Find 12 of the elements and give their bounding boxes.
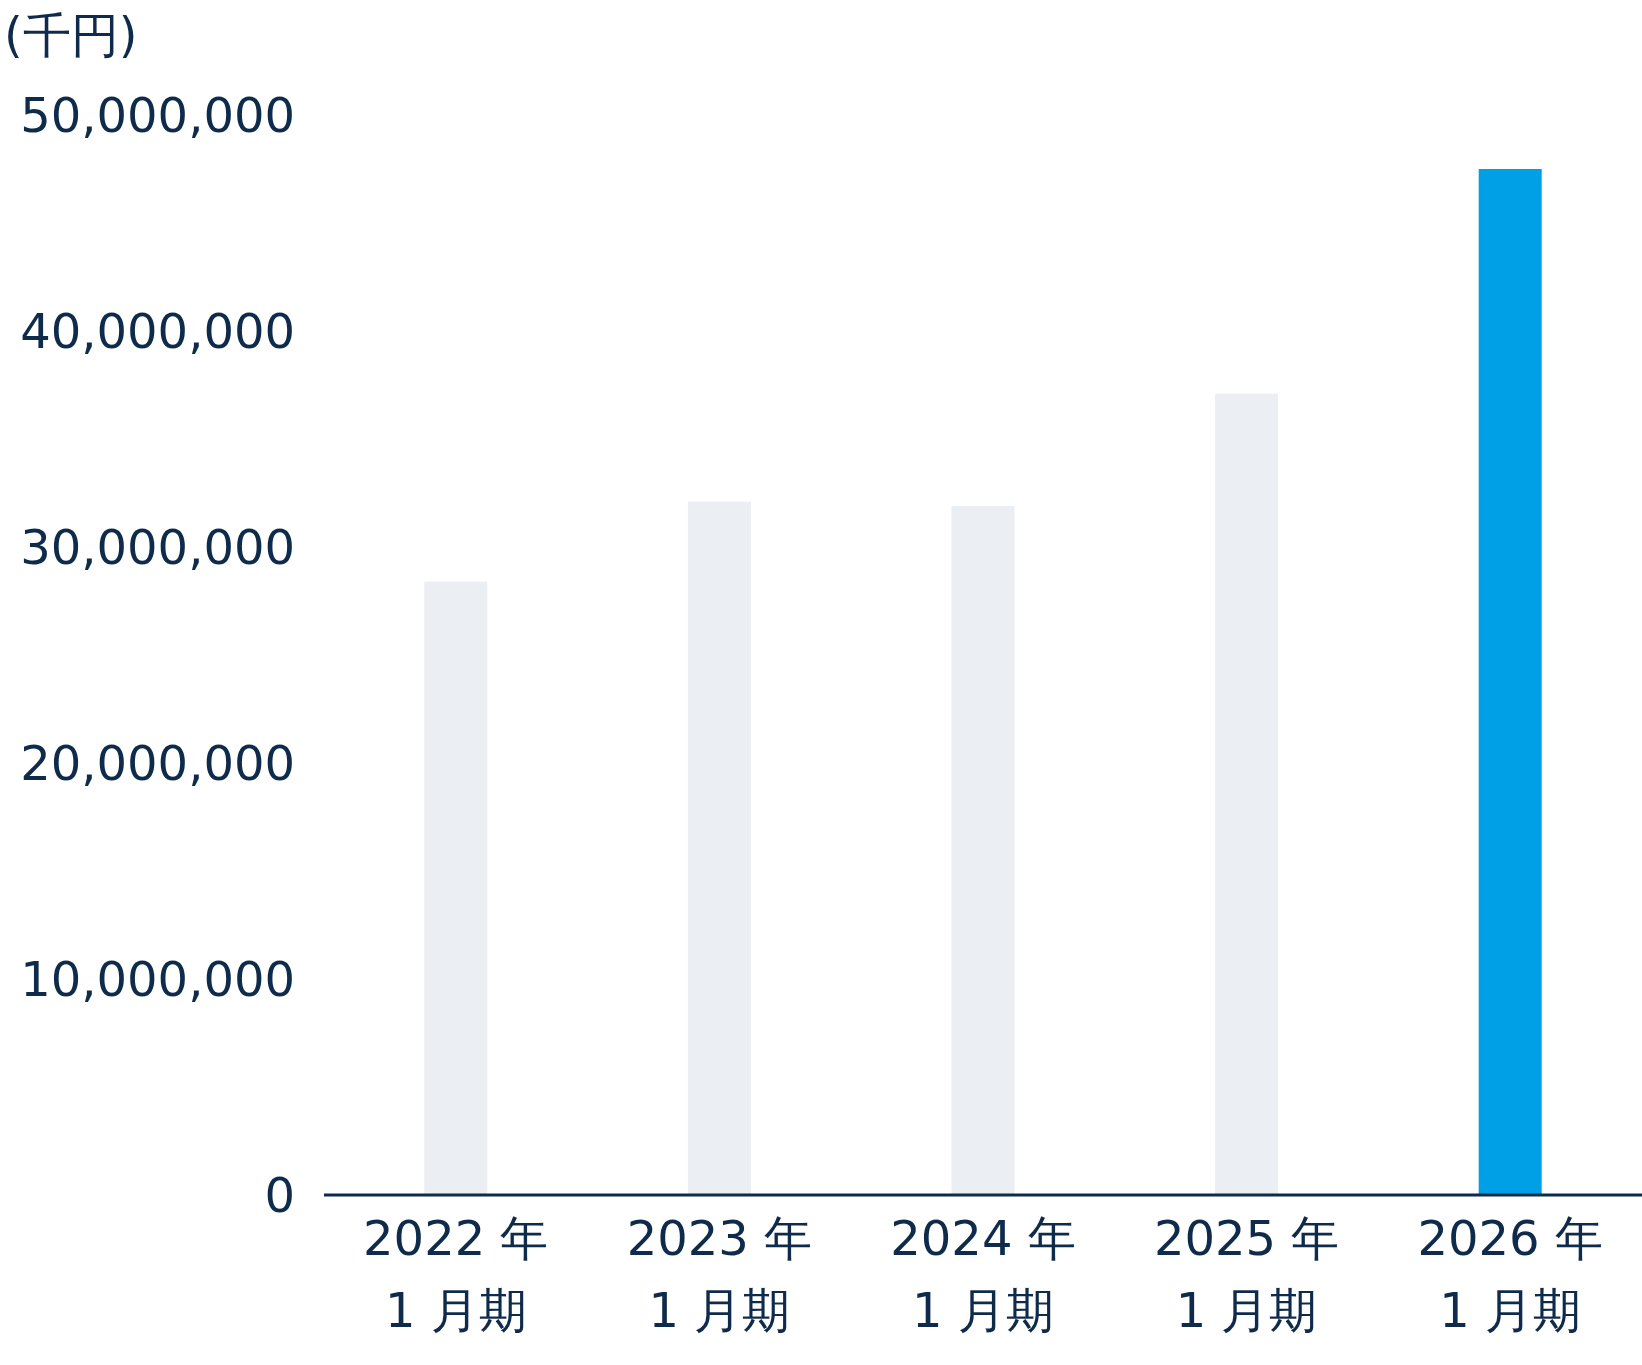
ytick: 30,000,000 bbox=[20, 519, 295, 575]
ytick: 50,000,000 bbox=[20, 87, 295, 143]
xtick: 2024 年 1 月期 bbox=[890, 1210, 1076, 1338]
ylabel: (千円) bbox=[4, 7, 138, 63]
xtick: 2023 年 1 月期 bbox=[626, 1210, 813, 1338]
ytick: 20,000,000 bbox=[20, 735, 295, 791]
xtick: 2026 年 1 月期 bbox=[1417, 1210, 1603, 1338]
ytick: 10,000,000 bbox=[20, 951, 295, 1007]
xtick: 2025 年 1 月期 bbox=[1153, 1210, 1340, 1338]
xtick: 2022 年 1 月期 bbox=[363, 1210, 549, 1338]
ytick: 0 bbox=[264, 1167, 295, 1223]
ytick: 40,000,000 bbox=[20, 303, 295, 359]
